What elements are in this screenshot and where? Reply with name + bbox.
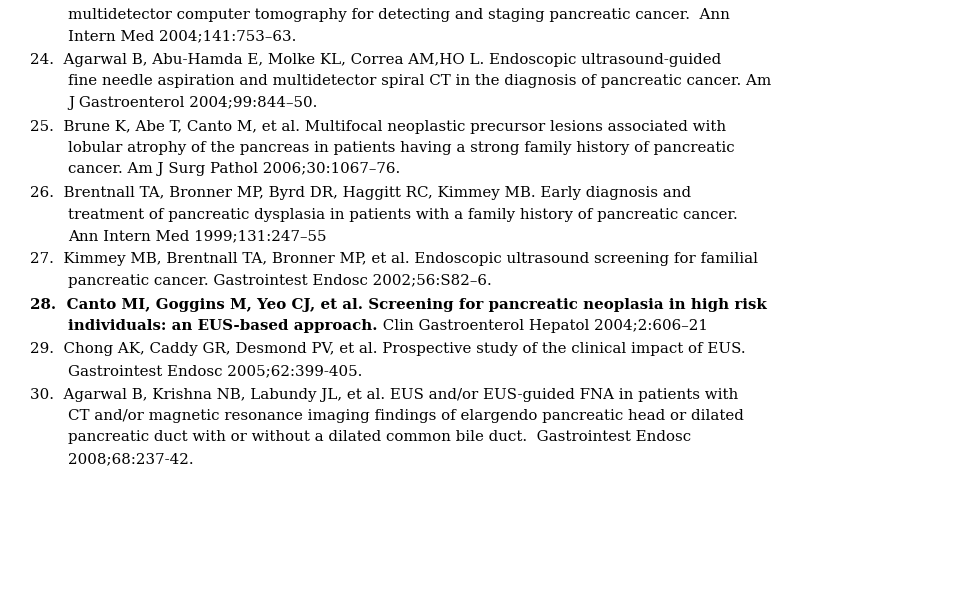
Text: cancer. Am J Surg Pathol 2006;30:1067–76.: cancer. Am J Surg Pathol 2006;30:1067–76…: [68, 162, 400, 177]
Text: CT and/or magnetic resonance imaging findings of elargendo pancreatic head or di: CT and/or magnetic resonance imaging fin…: [68, 409, 744, 423]
Text: 2008;68:237-42.: 2008;68:237-42.: [68, 452, 194, 466]
Text: multidetector computer tomography for detecting and staging pancreatic cancer.  : multidetector computer tomography for de…: [68, 8, 730, 22]
Text: J Gastroenterol 2004;99:844–50.: J Gastroenterol 2004;99:844–50.: [68, 96, 318, 110]
Text: lobular atrophy of the pancreas in patients having a strong family history of pa: lobular atrophy of the pancreas in patie…: [68, 141, 734, 155]
Text: 25.  Brune K, Abe T, Canto M, et al. Multifocal neoplastic precursor lesions ass: 25. Brune K, Abe T, Canto M, et al. Mult…: [30, 120, 726, 133]
Text: Gastrointest Endosc 2005;62:399-405.: Gastrointest Endosc 2005;62:399-405.: [68, 364, 362, 378]
Text: Clin Gastroenterol Hepatol 2004;2:606–21: Clin Gastroenterol Hepatol 2004;2:606–21: [377, 319, 708, 333]
Text: 26.  Brentnall TA, Bronner MP, Byrd DR, Haggitt RC, Kimmey MB. Early diagnosis a: 26. Brentnall TA, Bronner MP, Byrd DR, H…: [30, 186, 691, 200]
Text: treatment of pancreatic dysplasia in patients with a family history of pancreati: treatment of pancreatic dysplasia in pat…: [68, 208, 737, 222]
Text: Ann Intern Med 1999;131:247–55: Ann Intern Med 1999;131:247–55: [68, 229, 326, 243]
Text: 29.  Chong AK, Caddy GR, Desmond PV, et al. Prospective study of the clinical im: 29. Chong AK, Caddy GR, Desmond PV, et a…: [30, 343, 746, 356]
Text: Intern Med 2004;141:753–63.: Intern Med 2004;141:753–63.: [68, 30, 297, 43]
Text: 27.  Kimmey MB, Brentnall TA, Bronner MP, et al. Endoscopic ultrasound screening: 27. Kimmey MB, Brentnall TA, Bronner MP,…: [30, 253, 758, 266]
Text: 24.  Agarwal B, Abu-Hamda E, Molke KL, Correa AM,HO L. Endoscopic ultrasound-gui: 24. Agarwal B, Abu-Hamda E, Molke KL, Co…: [30, 53, 721, 67]
Text: 30.  Agarwal B, Krishna NB, Labundy JL, et al. EUS and/or EUS-guided FNA in pati: 30. Agarwal B, Krishna NB, Labundy JL, e…: [30, 387, 738, 401]
Text: individuals: an EUS-based approach.: individuals: an EUS-based approach.: [68, 319, 377, 333]
Text: fine needle aspiration and multidetector spiral CT in the diagnosis of pancreati: fine needle aspiration and multidetector…: [68, 75, 771, 88]
Text: 28.  Canto MI, Goggins M, Yeo CJ, et al. Screening for pancreatic neoplasia in h: 28. Canto MI, Goggins M, Yeo CJ, et al. …: [30, 298, 767, 311]
Text: pancreatic cancer. Gastrointest Endosc 2002;56:S82–6.: pancreatic cancer. Gastrointest Endosc 2…: [68, 274, 492, 288]
Text: pancreatic duct with or without a dilated common bile duct.  Gastrointest Endosc: pancreatic duct with or without a dilate…: [68, 431, 691, 445]
